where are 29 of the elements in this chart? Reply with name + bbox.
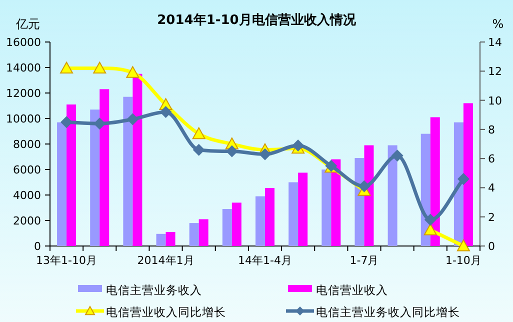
y2-axis-title: % (492, 17, 504, 31)
y-tick-label: 8000 (13, 138, 41, 151)
x-tick-label: 14年1-4月 (238, 254, 292, 267)
y2-tick-label: 12 (488, 65, 502, 78)
legend-label: 电信营业收入 (316, 283, 388, 297)
y-tick-label: 16000 (6, 36, 41, 49)
y-tick-label: 0 (34, 240, 41, 253)
y2-tick-label: 2 (488, 210, 495, 224)
y-tick-label: 2000 (13, 214, 41, 228)
legend-label: 电信主营业务收入 (106, 283, 202, 297)
y2-tick-label: 8 (488, 123, 495, 136)
y-tick-label: 4000 (13, 189, 41, 202)
y-tick-label: 14000 (6, 62, 41, 74)
y2-tick-label: 0 (488, 240, 495, 253)
y2-tick-label: 4 (488, 182, 495, 195)
y-tick-label: 6000 (13, 164, 41, 176)
y-tick-label: 10000 (6, 112, 41, 126)
y2-tick-label: 14 (488, 36, 502, 49)
x-tick-label: 13年1-10月 (36, 254, 98, 267)
y-tick-label: 12000 (6, 87, 41, 100)
chart-title: 2014年1-10月电信营业收入情况 (157, 12, 357, 28)
y2-tick-label: 6 (488, 152, 495, 166)
legend-label: 电信主营业务收入同比增长 (316, 305, 460, 319)
legend-label: 电信营业收入同比增长 (106, 305, 226, 319)
x-tick-label: 2014年1月 (137, 254, 194, 267)
x-tick-label: 1-10月 (445, 254, 482, 267)
y-axis-title: 亿元 (15, 17, 40, 31)
y2-tick-label: 10 (488, 94, 502, 108)
x-tick-label: 1-7月 (350, 254, 379, 267)
